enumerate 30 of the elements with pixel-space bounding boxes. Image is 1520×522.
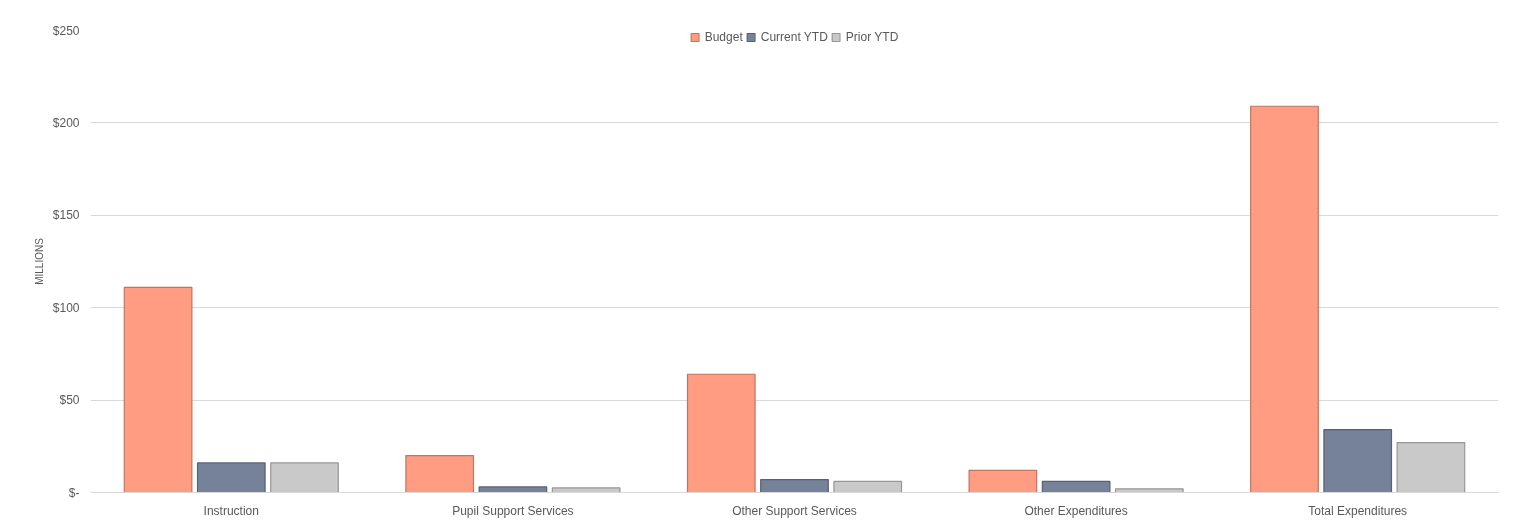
bar — [196, 462, 266, 493]
bar — [478, 486, 548, 493]
y-axis-title: MILLIONS — [33, 237, 45, 285]
bar — [270, 462, 339, 493]
legend-label: Current YTD — [760, 30, 828, 44]
x-tick-label: Instruction — [203, 503, 259, 518]
bar — [405, 454, 475, 493]
bar — [833, 480, 903, 493]
bar — [968, 469, 1038, 493]
x-tick-label: Other Support Services — [732, 503, 857, 518]
bar — [1041, 480, 1111, 493]
x-tick-label: Other Expenditures — [1024, 503, 1128, 518]
y-tick-label: $200 — [52, 115, 80, 130]
legend-label: Prior YTD — [845, 30, 899, 44]
bar — [1250, 105, 1319, 493]
bar — [1323, 429, 1393, 493]
x-tick-label: Total Expenditures — [1308, 503, 1408, 518]
x-tick-label: Pupil Support Services — [452, 503, 574, 518]
bar — [1114, 488, 1184, 493]
bar — [1396, 442, 1466, 493]
y-tick-label: $150 — [52, 208, 80, 223]
bar — [551, 487, 621, 493]
y-tick-label: $100 — [52, 300, 80, 315]
y-tick-label: $250 — [52, 23, 80, 38]
bar — [123, 286, 193, 493]
bar — [760, 478, 829, 493]
legend-label: Budget — [704, 30, 743, 44]
bar — [686, 373, 756, 493]
y-tick-label: $- — [68, 485, 80, 500]
y-tick-label: $50 — [59, 393, 80, 408]
